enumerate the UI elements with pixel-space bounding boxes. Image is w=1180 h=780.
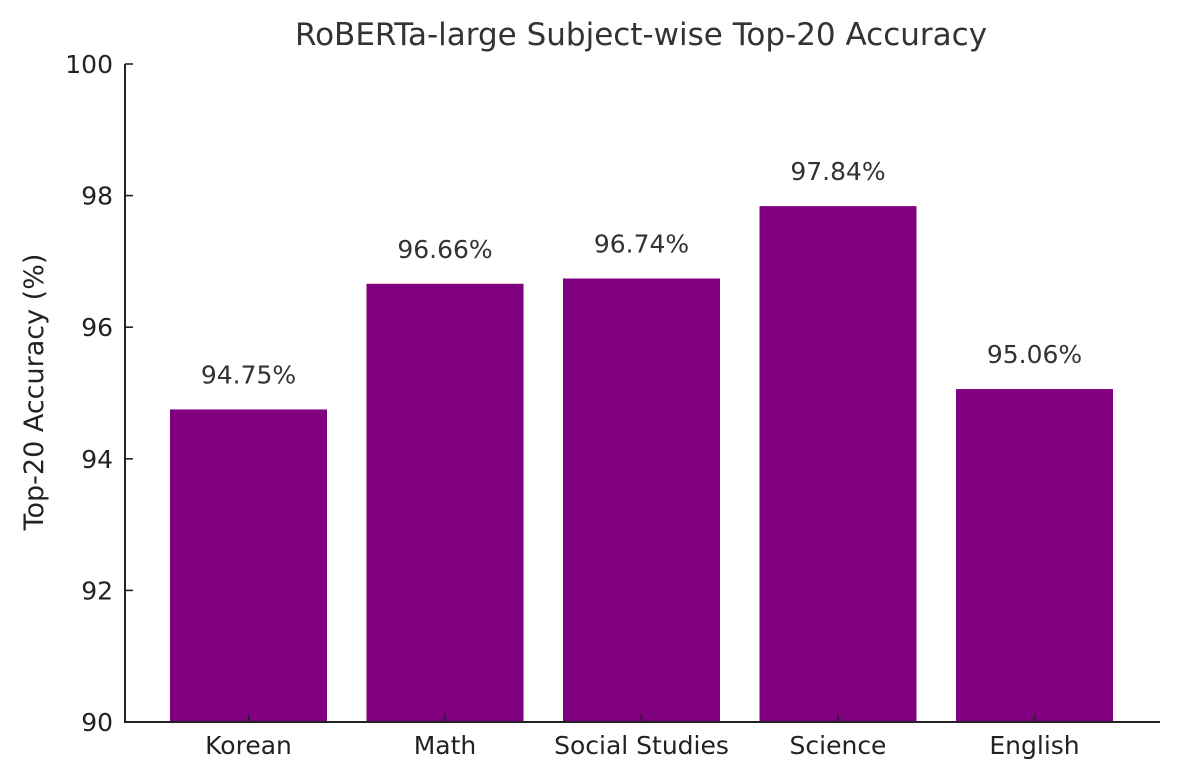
x-tick-label: Korean bbox=[205, 731, 292, 760]
x-axis-ticks: Korean Math Social Studies Science English bbox=[205, 714, 1080, 760]
x-tick-label: Math bbox=[414, 731, 477, 760]
y-tick-label: 96 bbox=[81, 313, 113, 342]
value-label: 96.66% bbox=[397, 235, 492, 264]
y-tick-label: 100 bbox=[65, 50, 113, 79]
bars-group bbox=[170, 206, 1113, 723]
y-tick-label: 92 bbox=[81, 576, 113, 605]
x-tick-label: Social Studies bbox=[554, 731, 729, 760]
value-label: 95.06% bbox=[987, 340, 1082, 369]
y-tick-label: 90 bbox=[81, 708, 113, 737]
x-tick-label: Science bbox=[790, 731, 887, 760]
value-label: 96.74% bbox=[594, 230, 689, 259]
bar-english bbox=[956, 389, 1113, 722]
y-tick-label: 94 bbox=[81, 445, 113, 474]
x-tick-label: English bbox=[989, 731, 1079, 760]
y-tick-label: 98 bbox=[81, 182, 113, 211]
bar-korean bbox=[170, 409, 327, 722]
chart-title: RoBERTa-large Subject-wise Top-20 Accura… bbox=[295, 17, 987, 53]
bar-social-studies bbox=[563, 278, 720, 722]
y-axis-label: Top-20 Accuracy (%) bbox=[19, 254, 50, 532]
bar-math bbox=[366, 283, 524, 722]
value-labels-group: 94.75% 96.66% 96.74% 97.84% 95.06% bbox=[201, 157, 1082, 389]
value-label: 97.84% bbox=[790, 157, 885, 186]
bar-science bbox=[759, 206, 917, 723]
value-label: 94.75% bbox=[201, 360, 296, 389]
y-axis-ticks: 90 92 94 96 98 100 bbox=[65, 50, 133, 737]
